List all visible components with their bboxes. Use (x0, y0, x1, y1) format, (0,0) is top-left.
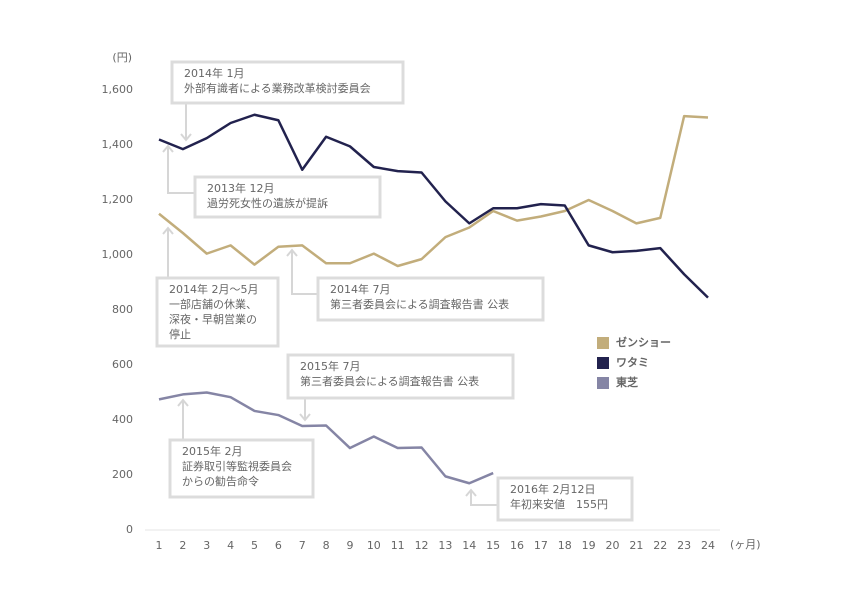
x-tick-label: 7 (299, 539, 306, 552)
x-tick-label: 24 (701, 539, 715, 552)
annotation-text: 証券取引等監視委員会 (182, 459, 292, 473)
x-tick-label: 5 (251, 539, 258, 552)
annotation-text: からの勧告命令 (182, 474, 259, 488)
annotation-text: 停止 (169, 327, 191, 341)
annotation-text: 2014年 1月 (184, 66, 245, 80)
x-tick-label: 20 (606, 539, 620, 552)
x-tick-label: 18 (558, 539, 572, 552)
y-unit: (円) (112, 51, 132, 64)
x-tick-label: 15 (486, 539, 500, 552)
arrow-head (465, 488, 477, 497)
x-tick-label: 16 (510, 539, 524, 552)
y-tick-label: 1,200 (102, 193, 134, 206)
x-tick-label: 2 (179, 539, 186, 552)
annotation-box (286, 353, 515, 400)
annotation-text: 深夜・早朝営業の (169, 312, 257, 326)
annotation-text: 第三者委員会による調査報告書 公表 (300, 374, 479, 388)
annotation-box (170, 60, 405, 105)
x-tick-label: 12 (415, 539, 429, 552)
y-tick-label: 200 (112, 468, 133, 481)
annotation-box (168, 438, 315, 499)
x-tick-label: 23 (677, 539, 691, 552)
arrow-head (180, 133, 192, 142)
arrow-head (299, 413, 311, 422)
arrow-head (162, 226, 174, 235)
legend-swatch (597, 337, 609, 349)
x-tick-label: 9 (346, 539, 353, 552)
x-tick-label: 6 (275, 539, 282, 552)
x-tick-label: 19 (582, 539, 596, 552)
annotation-text: 第三者委員会による調査報告書 公表 (330, 297, 509, 311)
legend-label: ワタミ (616, 356, 649, 369)
annotation-box (155, 276, 280, 348)
x-unit: (ヶ月) (730, 538, 761, 551)
annotation-text: 外部有識者による業務改革検討委員会 (184, 81, 371, 95)
annotation-text: 2014年 7月 (330, 282, 391, 296)
annotation-text: 一部店舗の休業、 (169, 297, 257, 311)
annotation-box (316, 276, 545, 322)
y-tick-label: 1,000 (102, 248, 134, 261)
annotation-arrow (470, 490, 498, 506)
y-tick-label: 1,400 (102, 138, 134, 151)
annotation-box (193, 175, 382, 219)
annotation-text: 2013年 12月 (207, 181, 275, 195)
y-tick-label: 600 (112, 358, 133, 371)
y-tick-label: 1,600 (102, 83, 134, 96)
annotation-text: 年初来安値 155円 (510, 497, 608, 511)
annotation-text: 過労死女性の遺族が提訴 (207, 196, 328, 210)
x-tick-label: 13 (438, 539, 452, 552)
series-line (158, 113, 709, 299)
x-tick-label: 17 (534, 539, 548, 552)
arrow-head (286, 248, 298, 257)
annotation-arrow (167, 146, 195, 194)
series-line (158, 114, 709, 268)
legend-label: 東芝 (616, 375, 638, 389)
annotation-box (496, 476, 634, 522)
x-tick-label: 21 (629, 539, 643, 552)
x-tick-label: 11 (391, 539, 405, 552)
arrow-head (162, 144, 174, 153)
series-line (158, 391, 494, 485)
annotation-arrow (291, 250, 318, 295)
x-tick-label: 8 (323, 539, 330, 552)
x-tick-label: 4 (227, 539, 234, 552)
arrow-head (177, 398, 189, 407)
x-tick-label: 1 (156, 539, 163, 552)
legend-swatch (597, 357, 609, 369)
y-tick-label: 0 (126, 523, 133, 536)
annotation-text: 2015年 7月 (300, 359, 361, 373)
x-tick-label: 3 (203, 539, 210, 552)
y-tick-label: 400 (112, 413, 133, 426)
x-tick-label: 14 (462, 539, 476, 552)
x-tick-label: 10 (367, 539, 381, 552)
legend-label: ゼンショー (616, 335, 671, 349)
x-tick-label: 22 (653, 539, 667, 552)
legend-swatch (597, 377, 609, 389)
annotation-text: 2014年 2月～5月 (169, 282, 259, 296)
y-tick-label: 800 (112, 303, 133, 316)
annotation-text: 2015年 2月 (182, 444, 243, 458)
annotation-text: 2016年 2月12日 (510, 482, 596, 496)
